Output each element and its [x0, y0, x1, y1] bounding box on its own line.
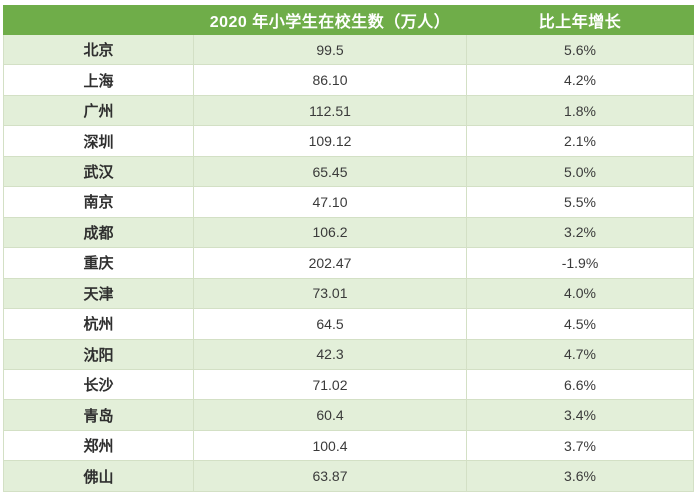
- growth-cell: -1.9%: [466, 247, 694, 279]
- students-cell: 71.02: [193, 368, 467, 401]
- growth-cell: 1.8%: [466, 94, 694, 127]
- city-cell: 成都: [3, 216, 194, 249]
- city-cell: 武汉: [3, 155, 194, 188]
- growth-cell: 5.0%: [466, 155, 694, 188]
- growth-cell: 5.5%: [466, 186, 694, 218]
- table-row: 成都 106.2 3.2%: [3, 216, 694, 249]
- table-header: 2020 年小学生在校生数（万人） 比上年增长: [3, 5, 694, 35]
- table-row: 南京 47.10 5.5%: [3, 186, 694, 218]
- growth-cell: 4.7%: [466, 338, 694, 370]
- table-row: 武汉 65.45 5.0%: [3, 155, 694, 188]
- city-cell: 青岛: [3, 399, 194, 431]
- city-cell: 沈阳: [3, 338, 194, 370]
- table-body: 北京 99.5 5.6% 上海 86.10 4.2% 广州 112.51 1.8…: [3, 33, 694, 492]
- table-row: 天津 73.01 4.0%: [3, 277, 694, 310]
- table-row: 深圳 109.12 2.1%: [3, 125, 694, 157]
- city-cell: 长沙: [3, 368, 194, 401]
- students-cell: 109.12: [193, 125, 467, 157]
- growth-cell: 5.6%: [466, 33, 694, 66]
- students-cell: 99.5: [193, 33, 467, 66]
- table-row: 郑州 100.4 3.7%: [3, 429, 694, 462]
- col-header-students: 2020 年小学生在校生数（万人）: [193, 5, 467, 35]
- students-cell: 64.5: [193, 308, 467, 340]
- table-row: 佛山 63.87 3.6%: [3, 460, 694, 492]
- students-cell: 63.87: [193, 460, 467, 492]
- col-header-city: [3, 5, 194, 35]
- growth-cell: 4.5%: [466, 308, 694, 340]
- table-row: 北京 99.5 5.6%: [3, 33, 694, 66]
- growth-cell: 3.2%: [466, 216, 694, 249]
- growth-cell: 3.7%: [466, 429, 694, 462]
- students-cell: 106.2: [193, 216, 467, 249]
- growth-cell: 3.6%: [466, 460, 694, 492]
- city-cell: 南京: [3, 186, 194, 218]
- growth-cell: 3.4%: [466, 399, 694, 431]
- students-cell: 42.3: [193, 338, 467, 370]
- city-cell: 天津: [3, 277, 194, 310]
- growth-cell: 4.2%: [466, 64, 694, 96]
- city-cell: 广州: [3, 94, 194, 127]
- city-cell: 北京: [3, 33, 194, 66]
- students-cell: 65.45: [193, 155, 467, 188]
- students-cell: 73.01: [193, 277, 467, 310]
- growth-cell: 6.6%: [466, 368, 694, 401]
- city-cell: 佛山: [3, 460, 194, 492]
- table-row: 上海 86.10 4.2%: [3, 64, 694, 96]
- table-row: 长沙 71.02 6.6%: [3, 368, 694, 401]
- students-cell: 202.47: [193, 247, 467, 279]
- table-row: 沈阳 42.3 4.7%: [3, 338, 694, 370]
- growth-cell: 2.1%: [466, 125, 694, 157]
- city-cell: 深圳: [3, 125, 194, 157]
- city-cell: 上海: [3, 64, 194, 96]
- city-cell: 郑州: [3, 429, 194, 462]
- students-cell: 100.4: [193, 429, 467, 462]
- table-row: 广州 112.51 1.8%: [3, 94, 694, 127]
- table-row: 杭州 64.5 4.5%: [3, 308, 694, 340]
- col-header-growth: 比上年增长: [466, 5, 694, 35]
- city-cell: 重庆: [3, 247, 194, 279]
- header-row: 2020 年小学生在校生数（万人） 比上年增长: [3, 5, 694, 35]
- city-cell: 杭州: [3, 308, 194, 340]
- students-cell: 47.10: [193, 186, 467, 218]
- student-enrollment-table: 2020 年小学生在校生数（万人） 比上年增长 北京 99.5 5.6% 上海 …: [3, 5, 694, 492]
- students-cell: 112.51: [193, 94, 467, 127]
- students-cell: 60.4: [193, 399, 467, 431]
- table-row: 青岛 60.4 3.4%: [3, 399, 694, 431]
- students-cell: 86.10: [193, 64, 467, 96]
- table-row: 重庆 202.47 -1.9%: [3, 247, 694, 279]
- growth-cell: 4.0%: [466, 277, 694, 310]
